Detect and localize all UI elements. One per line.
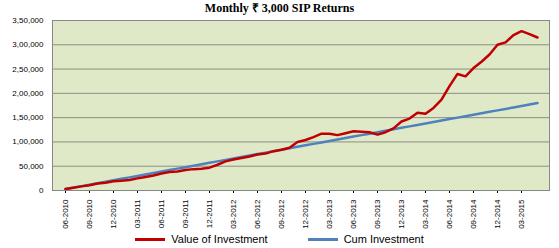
svg-text:03-2012: 03-2012 xyxy=(229,199,238,229)
svg-text:06-2011: 06-2011 xyxy=(157,199,166,228)
svg-text:06-2012: 06-2012 xyxy=(253,199,262,229)
svg-text:3,00,000: 3,00,000 xyxy=(12,40,44,49)
svg-text:50,000: 50,000 xyxy=(19,162,44,171)
html-text:Cum Investment: Cum Investment xyxy=(343,233,424,245)
svg-text:09-2014: 09-2014 xyxy=(469,199,478,229)
svg-text:09-2011: 09-2011 xyxy=(181,199,190,228)
svg-text:06-2014: 06-2014 xyxy=(445,199,454,229)
svg-text:12-2012: 12-2012 xyxy=(301,199,310,229)
svg-text:0: 0 xyxy=(39,186,44,195)
svg-text:06-2010: 06-2010 xyxy=(61,199,70,229)
svg-text:09-2013: 09-2013 xyxy=(373,199,382,229)
svg-text:03-2013: 03-2013 xyxy=(325,199,334,229)
svg-text:03-2015: 03-2015 xyxy=(517,199,526,229)
svg-text:12-2014: 12-2014 xyxy=(493,199,502,229)
svg-text:12-2011: 12-2011 xyxy=(205,199,214,228)
svg-text:2,00,000: 2,00,000 xyxy=(12,89,44,98)
html-text:Value of Investment: Value of Investment xyxy=(171,233,268,245)
svg-text:12-2013: 12-2013 xyxy=(397,199,406,229)
svg-text:09-2012: 09-2012 xyxy=(277,199,286,229)
svg-text:09-2010: 09-2010 xyxy=(85,199,94,229)
html-text:Monthly ₹ 3,000 SIP Returns: Monthly ₹ 3,000 SIP Returns xyxy=(204,1,355,15)
svg-text:12-2010: 12-2010 xyxy=(109,199,118,229)
svg-text:06-2013: 06-2013 xyxy=(349,199,358,229)
svg-text:1,00,000: 1,00,000 xyxy=(12,137,44,146)
svg-text:1,50,000: 1,50,000 xyxy=(12,113,44,122)
svg-text:03-2014: 03-2014 xyxy=(421,199,430,229)
svg-text:03-2011: 03-2011 xyxy=(133,199,142,228)
svg-text:3,50,000: 3,50,000 xyxy=(12,16,44,25)
svg-text:2,50,000: 2,50,000 xyxy=(12,65,44,74)
